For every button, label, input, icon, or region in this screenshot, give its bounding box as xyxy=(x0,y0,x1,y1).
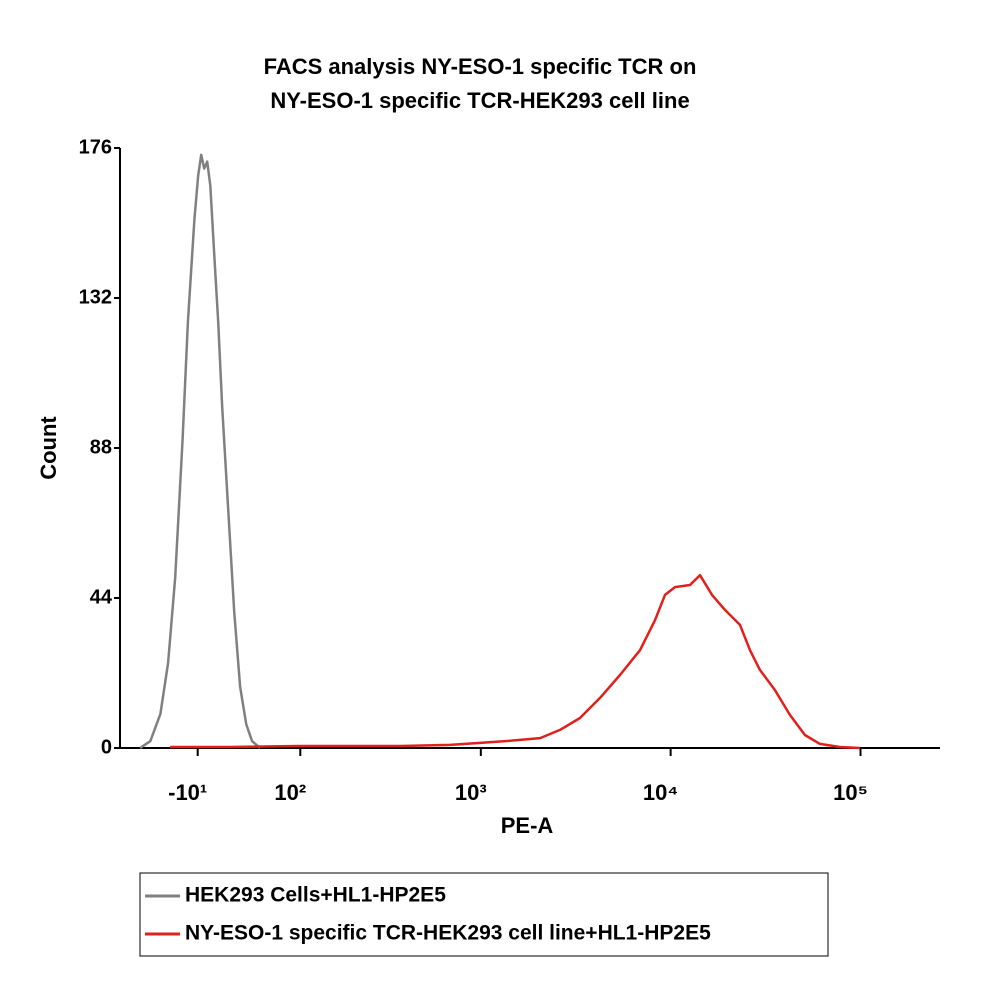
x-tick-label: 10³ xyxy=(455,780,487,805)
x-tick-label: 10⁵ xyxy=(833,780,868,805)
y-tick-label: 176 xyxy=(79,136,112,158)
y-tick-label: 132 xyxy=(79,286,112,308)
histogram-line xyxy=(139,153,261,750)
x-tick-label: -10¹ xyxy=(168,780,207,805)
chart-title: FACS analysis NY-ESO-1 specific TCR on xyxy=(264,54,697,79)
y-tick-label: 0 xyxy=(101,736,112,758)
y-tick-label: 88 xyxy=(90,436,112,458)
y-tick-label: 44 xyxy=(90,586,113,608)
x-tick-label: 10² xyxy=(274,780,306,805)
legend-label: HEK293 Cells+HL1-HP2E5 xyxy=(185,884,446,907)
legend-label: NY-ESO-1 specific TCR-HEK293 cell line+H… xyxy=(185,922,711,945)
legend-box xyxy=(139,872,829,957)
y-axis-label: Count xyxy=(36,416,61,480)
x-tick-label: 10⁴ xyxy=(643,780,678,805)
chart-title: NY-ESO-1 specific TCR-HEK293 cell line xyxy=(270,88,689,113)
x-axis-label: PE-A xyxy=(501,813,554,838)
histogram-line xyxy=(170,573,860,750)
